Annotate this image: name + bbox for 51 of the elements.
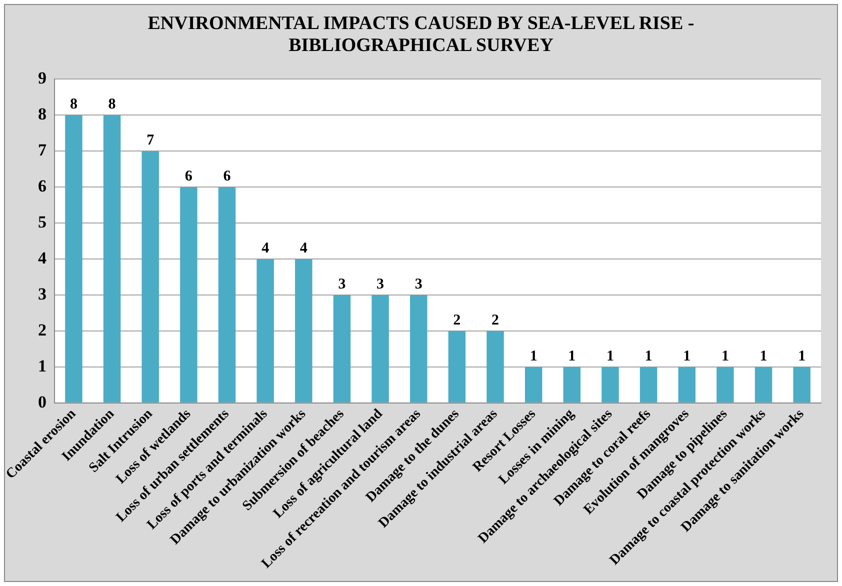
bar <box>256 259 274 402</box>
data-label: 2 <box>453 312 461 328</box>
data-label: 1 <box>606 348 614 364</box>
bar <box>524 366 542 402</box>
data-label: 4 <box>300 240 308 256</box>
data-label: 1 <box>644 348 652 364</box>
bar <box>410 294 428 402</box>
y-tick-label: 6 <box>38 176 47 196</box>
y-tick-label: 7 <box>38 140 48 160</box>
y-tick-label: 2 <box>38 320 47 340</box>
data-label: 6 <box>223 168 232 184</box>
data-label: 1 <box>683 348 691 364</box>
data-label: 4 <box>262 240 270 256</box>
bar <box>295 259 312 402</box>
y-tick-label: 8 <box>38 104 47 124</box>
data-label: 1 <box>798 348 806 364</box>
bar <box>563 366 581 402</box>
bar <box>640 366 658 402</box>
y-tick-label: 4 <box>38 248 48 268</box>
bar <box>754 366 772 402</box>
data-label: 2 <box>492 312 500 328</box>
y-tick-label: 1 <box>38 356 47 376</box>
data-label: 1 <box>721 348 729 364</box>
data-label: 1 <box>760 348 768 364</box>
bar <box>180 187 198 402</box>
bar <box>602 366 619 402</box>
bar <box>486 330 504 402</box>
bar <box>678 366 696 402</box>
bar <box>65 115 82 402</box>
bar <box>716 366 734 402</box>
bar <box>372 294 389 402</box>
bar <box>333 294 351 402</box>
bar <box>142 151 159 402</box>
bar <box>218 187 236 402</box>
y-tick-label: 3 <box>38 284 47 304</box>
chart-title: ENVIRONMENTAL IMPACTS CAUSED BY SEA-LEVEL RISE - BIBLIOGRAPHICAL SURVEY <box>146 13 696 57</box>
data-label: 3 <box>376 276 384 292</box>
y-tick-label: 0 <box>38 392 47 412</box>
data-label: 8 <box>70 96 78 113</box>
data-label: 3 <box>414 276 422 292</box>
y-tick-label: 9 <box>38 68 47 88</box>
bar <box>448 330 466 402</box>
bar <box>103 115 121 402</box>
data-label: 7 <box>146 132 155 148</box>
data-label: 1 <box>568 348 576 364</box>
data-label: 6 <box>184 168 193 184</box>
y-tick-label: 5 <box>38 212 47 232</box>
data-label: 8 <box>108 96 116 113</box>
data-label: 3 <box>338 276 346 292</box>
data-label: 1 <box>530 348 538 364</box>
bar <box>793 366 810 402</box>
